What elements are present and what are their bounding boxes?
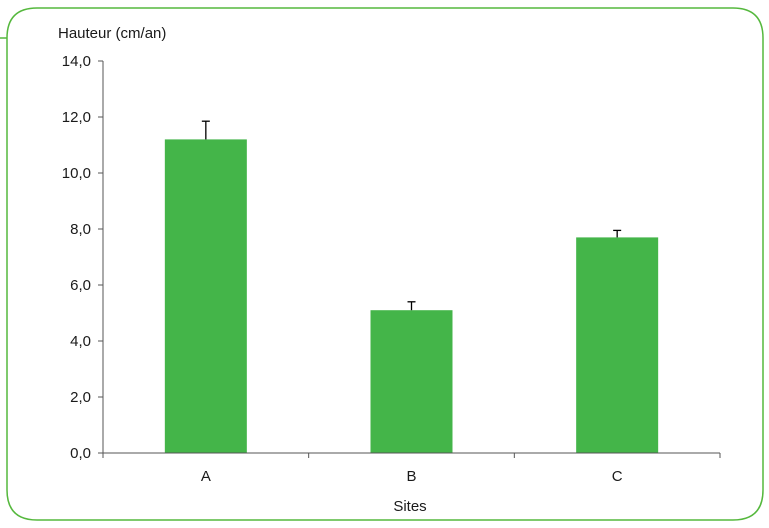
bar-c [576, 237, 659, 453]
x-tick-label: C [612, 468, 623, 485]
x-axis: A B C [102, 452, 721, 485]
y-tick-label: 14,0 [62, 53, 91, 70]
bars [164, 120, 659, 453]
y-tick-label: 8,0 [70, 221, 91, 238]
y-tick-label: 2,0 [70, 389, 91, 406]
y-tick-label: 6,0 [70, 277, 91, 294]
y-tick-label: 12,0 [62, 109, 91, 126]
y-axis: 0,0 2,0 4,0 6,0 8,0 10,0 12,0 14,0 [62, 53, 104, 462]
x-axis-label: Sites [393, 498, 426, 515]
x-tick-label: A [201, 468, 211, 485]
chart-frame [0, 7, 764, 521]
y-tick-label: 10,0 [62, 165, 91, 182]
y-tick-label: 0,0 [70, 445, 91, 462]
x-tick-label: B [406, 468, 416, 485]
y-axis-label: Hauteur (cm/an) [58, 25, 166, 42]
bar-b [370, 310, 453, 453]
y-tick-label: 4,0 [70, 333, 91, 350]
bar-a [164, 139, 247, 453]
